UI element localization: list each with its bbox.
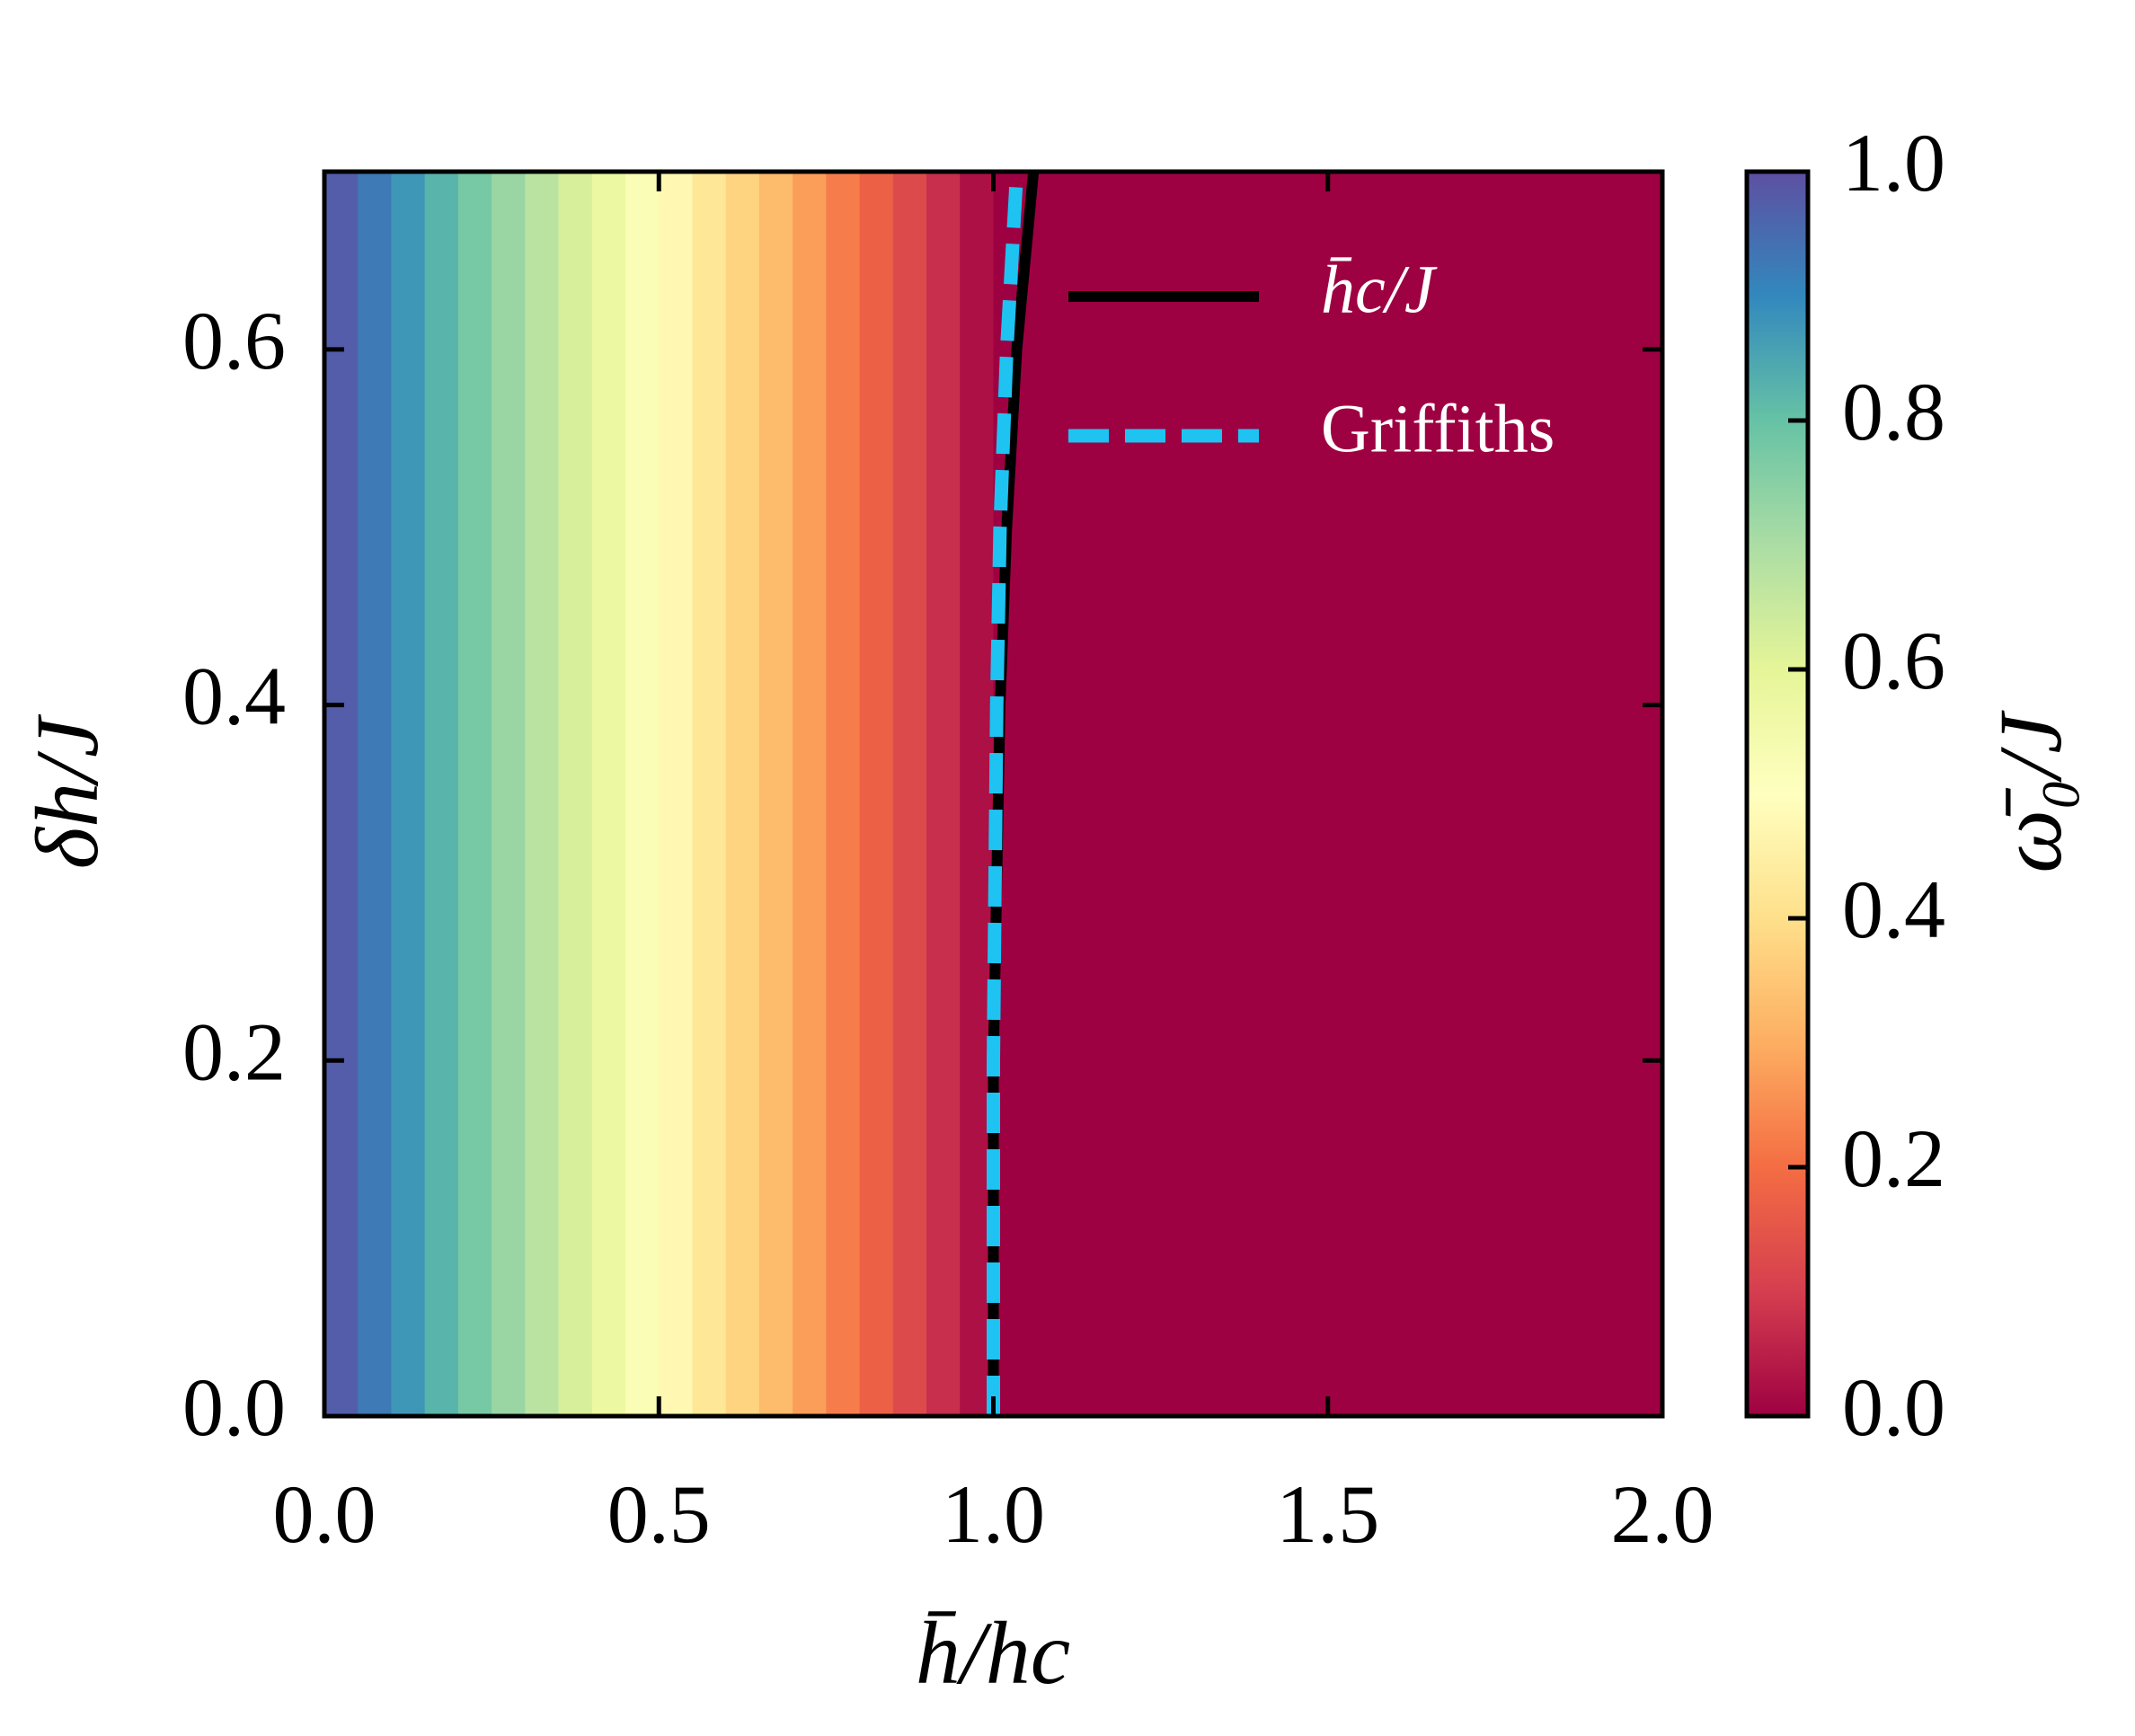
- heatmap-cell: [826, 172, 861, 1416]
- heatmap-cell: [1294, 172, 1329, 1416]
- heatmap-cell: [1261, 172, 1296, 1416]
- heatmap-cell: [424, 172, 459, 1416]
- heatmap-cell: [1227, 172, 1262, 1416]
- heatmap-cell: [358, 172, 393, 1416]
- colorbar-tick-label: 0.4: [1842, 864, 1945, 955]
- x-tick-label: 0.5: [607, 1468, 711, 1560]
- y-tick-label: 0.4: [182, 651, 286, 742]
- legend-label: Griffiths: [1321, 391, 1555, 466]
- heatmap-cell: [1395, 172, 1430, 1416]
- x-tick-label: 1.5: [1276, 1468, 1379, 1560]
- heatmap-cell: [1026, 172, 1061, 1416]
- heatmap-cell: [1160, 172, 1195, 1416]
- heatmap-cell: [324, 172, 359, 1416]
- series-line: [987, 171, 1024, 1416]
- heatmap-cell: [1059, 172, 1094, 1416]
- heatmap-cell: [1562, 172, 1597, 1416]
- heatmap-cell: [1428, 172, 1463, 1416]
- heatmap-cell: [1127, 172, 1162, 1416]
- heatmap-cell: [859, 172, 894, 1416]
- heatmap-cell: [1628, 172, 1663, 1416]
- x-tick-label: 2.0: [1611, 1468, 1714, 1560]
- colorbar-tick-label: 0.2: [1842, 1112, 1945, 1204]
- colorbar-tick-label: 1.0: [1842, 117, 1945, 208]
- y-axis-label: δh/J: [17, 713, 117, 869]
- heatmap-cell: [758, 172, 793, 1416]
- colorbar-tick-label: 0.0: [1842, 1361, 1945, 1453]
- heatmap-cell: [457, 172, 492, 1416]
- y-tick-label: 0.6: [182, 295, 286, 386]
- heatmap-cell: [525, 172, 560, 1416]
- heatmap-cell: [1461, 172, 1496, 1416]
- heatmap-cell: [692, 172, 727, 1416]
- heatmap-cell: [1528, 172, 1563, 1416]
- y-tick-label: 0.0: [182, 1361, 286, 1453]
- heatmap-cell: [1360, 172, 1395, 1416]
- heatmap-cell: [558, 172, 593, 1416]
- legend-label: h̄c/J: [1321, 252, 1438, 327]
- colorbar-tick-label: 0.8: [1842, 366, 1945, 457]
- heatmap-cell: [391, 172, 426, 1416]
- x-tick-label: 1.0: [942, 1468, 1045, 1560]
- heatmap-cell: [1327, 172, 1362, 1416]
- heatmap-cell: [591, 172, 626, 1416]
- heatmap-cell: [1494, 172, 1529, 1416]
- heatmap-cell: [926, 172, 961, 1416]
- colorbar-tick-label: 0.6: [1842, 615, 1945, 706]
- heatmap-cell: [793, 172, 827, 1416]
- x-axis-label: h̄/hc: [916, 1603, 1070, 1703]
- heatmap-cell: [1193, 172, 1228, 1416]
- y-tick-label: 0.2: [182, 1005, 286, 1097]
- heatmap-cell: [892, 172, 927, 1416]
- heatmap-cell: [1595, 172, 1630, 1416]
- colorbar: [1744, 169, 1811, 1419]
- colorbar-label: ω̄₀/J: [1980, 710, 2080, 873]
- heatmap-cell: [492, 172, 526, 1416]
- heatmap-cell: [1094, 172, 1128, 1416]
- heatmap-cell: [659, 172, 694, 1416]
- x-tick-label: 0.0: [273, 1468, 377, 1560]
- heatmap-cell: [725, 172, 760, 1416]
- heatmap-cell: [625, 172, 660, 1416]
